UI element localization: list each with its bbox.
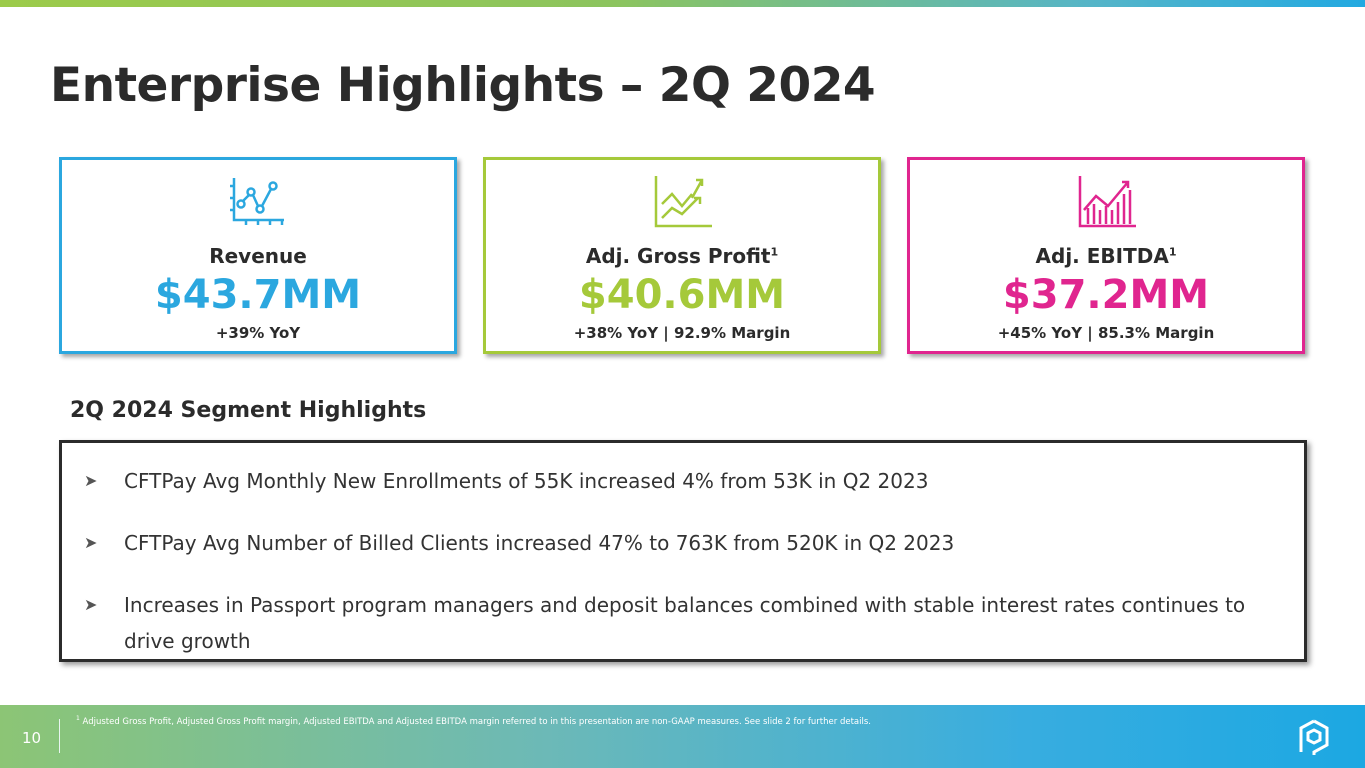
card-label: Adj. EBITDA1: [1035, 244, 1177, 268]
arrow-bullet-icon: ➤: [84, 595, 98, 614]
revenue-card: Revenue $43.7MM +39% YoY: [59, 157, 457, 354]
divider: [59, 719, 60, 753]
card-label: Adj. Gross Profit1: [585, 244, 779, 268]
line-chart-icon: [230, 178, 284, 225]
list-item-text: CFTPay Avg Monthly New Enrollments of 55…: [124, 469, 929, 493]
arrow-bullet-icon: ➤: [84, 533, 98, 552]
list-item: ➤ Increases in Passport program managers …: [84, 587, 1274, 659]
page-title: Enterprise Highlights – 2Q 2024: [50, 58, 876, 113]
gross-profit-card: Adj. Gross Profit1 $40.6MM +38% YoY | 92…: [483, 157, 881, 354]
segment-title: 2Q 2024 Segment Highlights: [70, 398, 427, 423]
card-subtext: +45% YoY | 85.3% Margin: [997, 324, 1215, 342]
page-number: 10: [22, 729, 42, 747]
arrow-bullet-icon: ➤: [84, 471, 98, 490]
trend-arrows-icon: [654, 176, 712, 228]
card-value: $40.6MM: [578, 272, 786, 318]
card-value: $43.7MM: [154, 272, 362, 318]
list-item: ➤ CFTPay Avg Monthly New Enrollments of 5…: [84, 463, 1274, 499]
footer: 10 1 Adjusted Gross Profit, Adjusted Gro…: [0, 705, 1365, 768]
list-item-text: CFTPay Avg Number of Billed Clients incr…: [124, 531, 955, 555]
card-subtext: +38% YoY | 92.9% Margin: [573, 324, 791, 342]
segment-highlights-list: ➤ CFTPay Avg Monthly New Enrollments of 5…: [59, 440, 1307, 662]
card-label: Revenue: [209, 244, 307, 268]
top-accent-bar: [0, 0, 1365, 7]
card-subtext: +39% YoY: [215, 324, 301, 342]
ebitda-card: Adj. EBITDA1 $37.2MM +45% YoY | 85.3% Ma…: [907, 157, 1305, 354]
company-logo-icon: [1299, 719, 1329, 755]
list-item: ➤ CFTPay Avg Number of Billed Clients inc…: [84, 525, 1274, 561]
card-value: $37.2MM: [1002, 272, 1210, 318]
footnote: 1 Adjusted Gross Profit, Adjusted Gross …: [76, 715, 871, 727]
list-item-text: Increases in Passport program managers a…: [124, 593, 1246, 653]
bar-growth-icon: [1078, 176, 1136, 228]
